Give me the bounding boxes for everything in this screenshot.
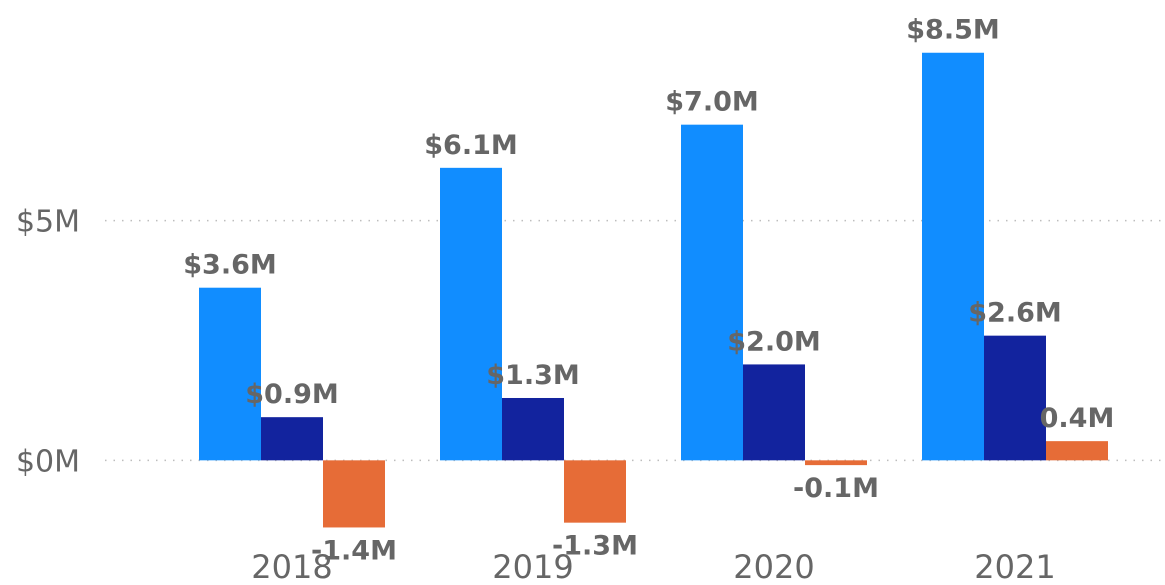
x-category-label: 2020 xyxy=(733,548,814,585)
data-label: $6.1M xyxy=(424,130,518,161)
bar xyxy=(502,397,564,461)
bar xyxy=(199,287,261,461)
bar xyxy=(922,52,984,461)
bar xyxy=(681,124,743,461)
x-category-label: 2018 xyxy=(251,548,332,585)
x-category-label: 2019 xyxy=(492,548,573,585)
y-tick-label: $0M xyxy=(16,444,80,479)
data-label: $3.6M xyxy=(183,250,277,281)
bar xyxy=(1046,441,1108,461)
bar xyxy=(440,167,502,461)
gridlines xyxy=(105,219,1162,462)
data-label: 0.4M xyxy=(1040,403,1115,434)
y-axis-tick-labels: $0M $5M xyxy=(16,205,80,480)
x-axis-category-labels: 2018 2019 2020 2021 xyxy=(251,548,1055,585)
data-label: $8.5M xyxy=(906,15,1000,46)
y-tick-label: $5M xyxy=(16,205,80,240)
data-label: $7.0M xyxy=(665,87,759,118)
data-label: $2.6M xyxy=(968,298,1062,329)
data-label: $1.3M xyxy=(486,360,580,391)
data-label: -1.3M xyxy=(552,531,638,562)
x-category-label: 2021 xyxy=(974,548,1055,585)
data-label: -1.4M xyxy=(311,535,397,566)
bar xyxy=(323,460,385,528)
data-label: $0.9M xyxy=(245,379,339,410)
bars xyxy=(199,52,1108,528)
data-label: -0.1M xyxy=(793,473,879,504)
bar xyxy=(261,417,323,461)
bar xyxy=(805,460,867,466)
bar xyxy=(984,335,1046,461)
data-label: $2.0M xyxy=(727,326,821,357)
bar xyxy=(743,364,805,461)
data-labels: $3.6M $0.9M -1.4M $6.1M $1.3M -1.3M $7.0M $2.0M… xyxy=(183,15,1114,567)
bar xyxy=(564,460,626,523)
